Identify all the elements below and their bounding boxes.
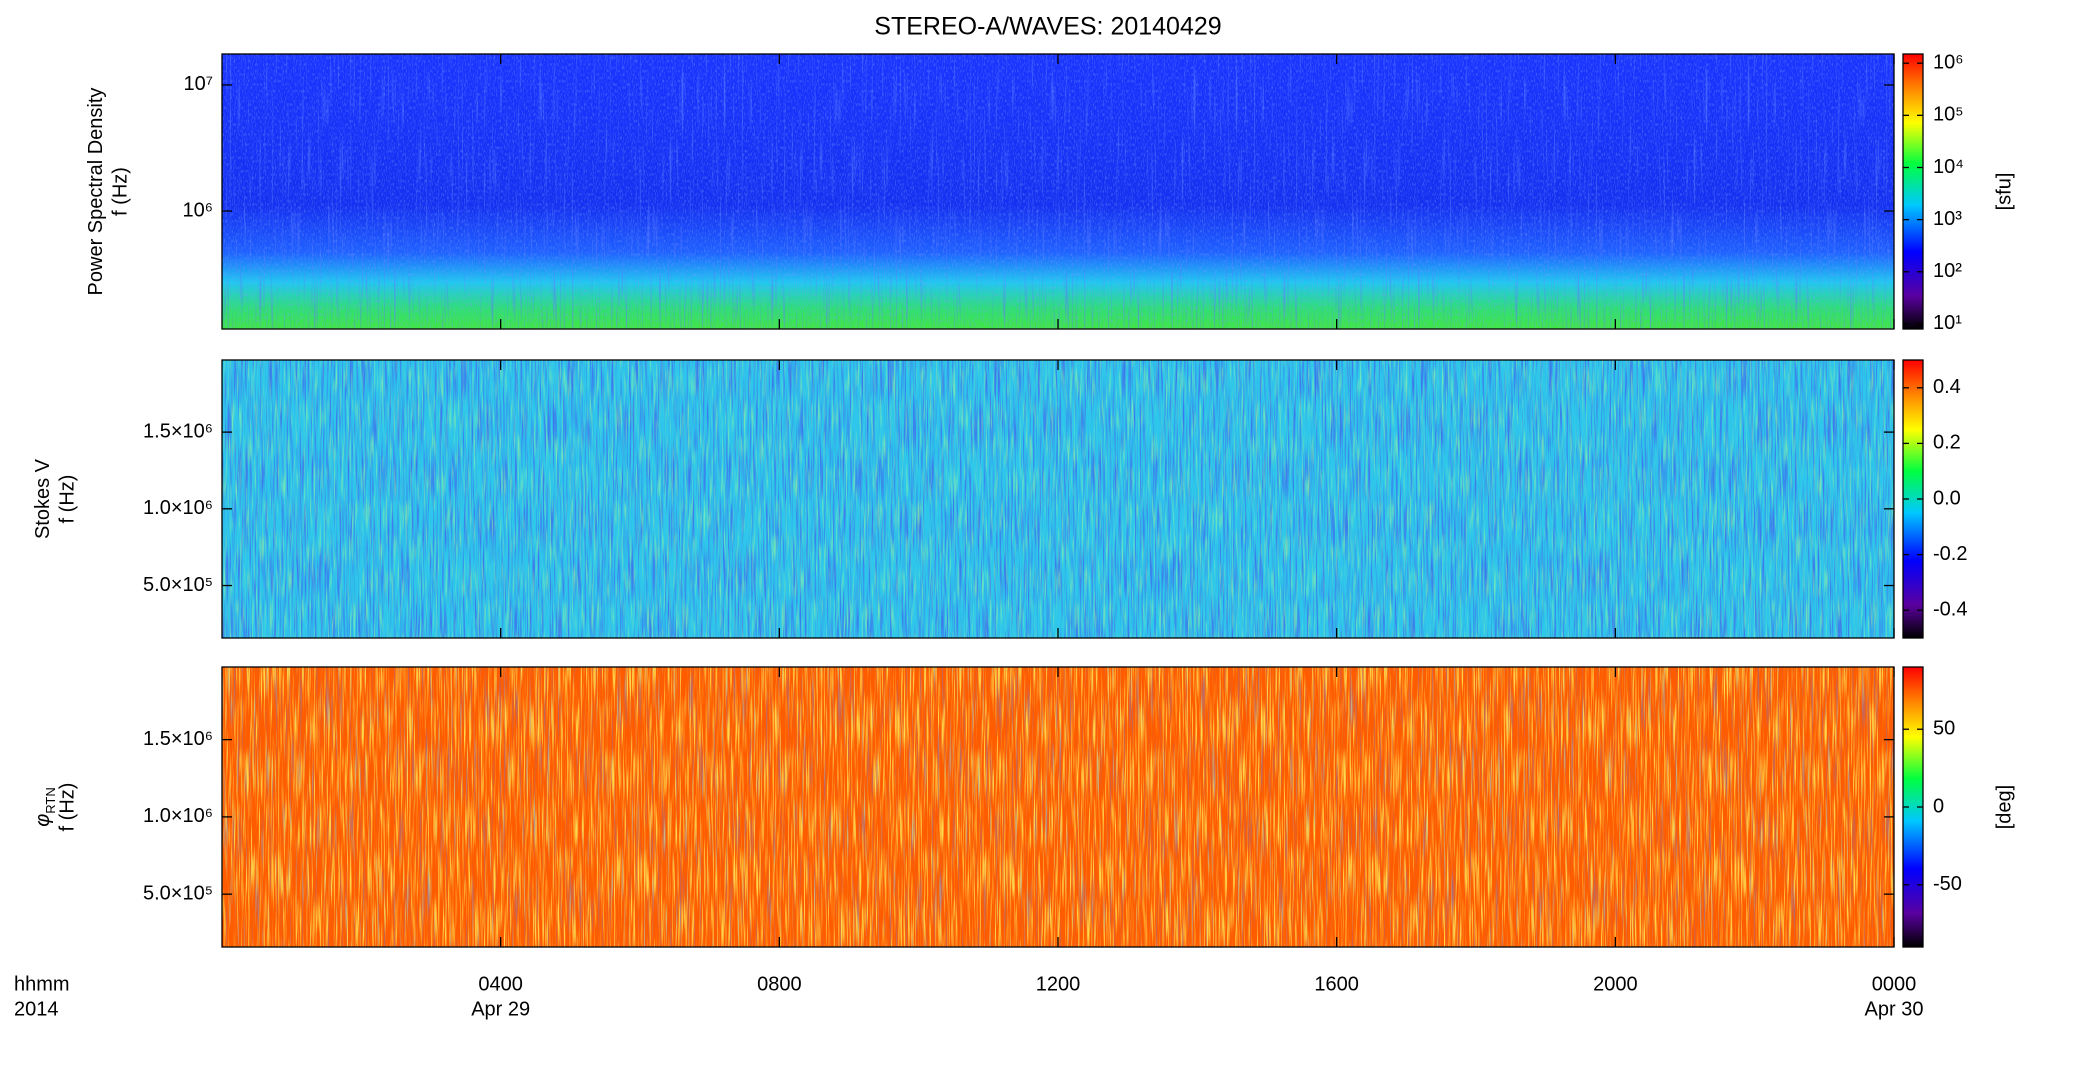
colorbar-tick-label: 0: [1933, 795, 1944, 817]
colorbar-tick-label: 10¹: [1933, 312, 1962, 334]
y-tick-label: 1.0×10⁶: [143, 805, 213, 827]
y-axis-unit: f (Hz): [109, 167, 131, 216]
colorbar-tick-label: 0.2: [1933, 432, 1961, 454]
y-tick-label: 10⁶: [183, 199, 213, 221]
y-tick-label: 1.5×10⁶: [143, 728, 213, 750]
colorbar-tick-label: 10⁶: [1933, 51, 1963, 73]
colorbar-tick-label: 10⁵: [1933, 104, 1964, 126]
x-tick-label: 1200: [1036, 973, 1081, 995]
y-tick-label: 1.5×10⁶: [143, 420, 213, 442]
colorbar-label: [sfu]: [1993, 173, 2015, 211]
colorbar-tick-label: 10³: [1933, 208, 1962, 230]
colorbar-tick-label: -0.2: [1933, 543, 1967, 565]
x-tick-label: 0800: [757, 973, 802, 995]
x-tick-label: 0000: [1872, 973, 1917, 995]
spectrogram: [222, 667, 1894, 947]
x-tick-label: 1600: [1314, 973, 1359, 995]
y-axis-label-text: Power Spectral Density: [85, 88, 107, 296]
colorbar: [1902, 53, 1924, 330]
y-tick-label: 5.0×10⁵: [143, 574, 213, 596]
y-axis-label-subscript: RTN: [43, 787, 58, 813]
colorbar-tick-label: 50: [1933, 718, 1955, 740]
colorbar-tick-label: 0.4: [1933, 376, 1961, 398]
y-axis-label: Power Spectral Density: [85, 88, 107, 296]
x-tick-label: 0400: [478, 973, 523, 995]
y-tick-label: 10⁷: [184, 73, 213, 95]
colorbar-tick-label: -50: [1933, 873, 1962, 895]
y-tick-label: 1.0×10⁶: [143, 497, 213, 519]
colorbar-tick-label: -0.4: [1933, 598, 1967, 620]
chart-title: STEREO-A/WAVES: 20140429: [874, 13, 1221, 41]
colorbar-tick-label: 10⁴: [1933, 156, 1964, 178]
y-tick-label: 5.0×10⁵: [143, 882, 213, 904]
x-tick-label: 2000: [1593, 973, 1638, 995]
x-axis-label: hhmm: [14, 973, 70, 995]
y-axis-label-text: φ: [32, 814, 54, 827]
date-label: Apr 29: [471, 998, 530, 1020]
year-label: 2014: [14, 998, 59, 1020]
date-label: Apr 30: [1865, 998, 1924, 1020]
y-axis-label: φRTN: [32, 787, 58, 827]
spectrogram: [222, 360, 1894, 638]
colorbar-tick-label: 0.0: [1933, 487, 1961, 509]
y-axis-label: Stokes V: [32, 458, 54, 539]
spectrogram: [222, 54, 1894, 329]
colorbar-tick-label: 10²: [1933, 260, 1962, 282]
y-axis-unit: f (Hz): [56, 783, 78, 832]
y-axis-unit: f (Hz): [56, 475, 78, 524]
colorbar-label: [deg]: [1993, 785, 2015, 829]
y-axis-label-text: Stokes V: [32, 458, 54, 539]
